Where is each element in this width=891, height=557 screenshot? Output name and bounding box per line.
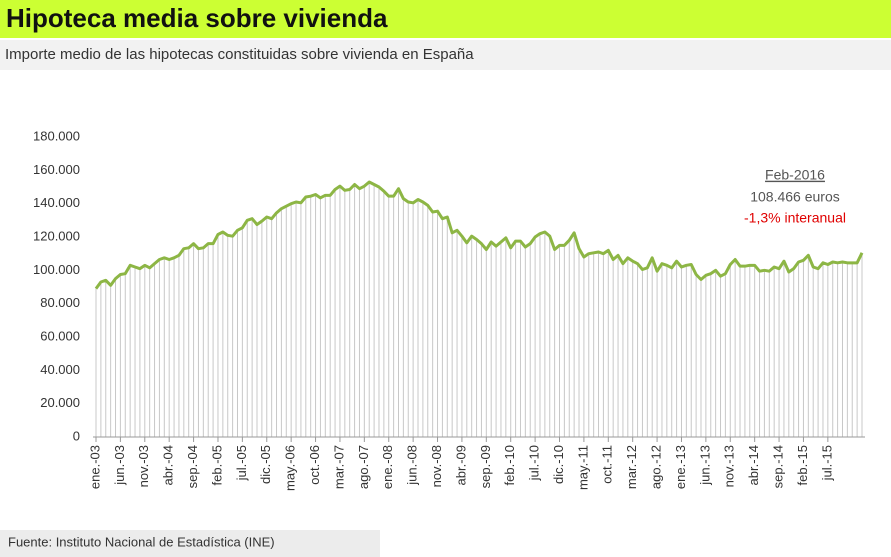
y-tick-label: 60.000 — [40, 328, 80, 343]
subtitle-band — [0, 40, 891, 70]
y-tick-label: 40.000 — [40, 362, 80, 377]
x-tick-label: nov.-08 — [429, 445, 444, 487]
x-tick-label: jun.-13 — [697, 445, 712, 486]
y-tick-label: 20.000 — [40, 395, 80, 410]
x-tick-label: nov.-13 — [722, 445, 737, 487]
y-tick-label: 140.000 — [33, 195, 80, 210]
x-tick-label: jul.-05 — [234, 445, 249, 481]
x-tick-label: jul.-10 — [527, 445, 542, 481]
y-tick-label: 180.000 — [33, 128, 80, 143]
source-band — [0, 530, 380, 557]
x-tick-label: abr.-14 — [746, 445, 761, 485]
x-tick-label: jun.-03 — [112, 445, 127, 486]
y-tick-label: 80.000 — [40, 295, 80, 310]
x-tick-label: sep.-14 — [770, 445, 785, 488]
x-tick-label: feb.-05 — [209, 445, 224, 485]
x-tick-label: mar.-07 — [331, 445, 346, 489]
x-tick-label: ene.-08 — [380, 445, 395, 489]
x-tick-label: may.-11 — [575, 445, 590, 490]
series-line — [94, 180, 864, 290]
annotation-change: -1,3% interanual — [744, 210, 846, 226]
chart-subtitle: Importe medio de las hipotecas constitui… — [5, 46, 474, 63]
x-tick-label: feb.-10 — [502, 445, 517, 485]
annotation-value: 108.466 euros — [750, 189, 840, 205]
x-tick-label: dic.-05 — [258, 445, 273, 484]
x-tick-label: abr.-09 — [453, 445, 468, 485]
y-tick-label: 120.000 — [33, 228, 80, 243]
x-tick-label: may.-06 — [283, 445, 298, 491]
x-tick-label: ago.-07 — [356, 445, 371, 489]
x-tick-label: abr.-04 — [161, 445, 176, 485]
x-tick-label: dic.-10 — [551, 445, 566, 484]
chart-title: Hipoteca media sobre vivienda — [6, 3, 388, 33]
x-tick-label: ago.-12 — [649, 445, 664, 489]
y-tick-label: 100.000 — [33, 262, 80, 277]
x-tick-label: jul.-15 — [819, 445, 834, 481]
y-tick-label: 0 — [73, 428, 80, 443]
x-tick-label: oct.-06 — [307, 445, 322, 485]
x-tick-label: jun.-08 — [405, 445, 420, 486]
x-tick-label: feb.-15 — [795, 445, 810, 485]
x-tick-label: nov.-03 — [136, 445, 151, 487]
title-band — [0, 0, 891, 38]
x-tick-label: mar.-12 — [624, 445, 639, 489]
x-tick-label: ene.-03 — [87, 445, 102, 489]
annotation-date: Feb-2016 — [765, 167, 825, 183]
x-tick-label: sep.-09 — [478, 445, 493, 488]
x-tick-label: sep.-04 — [185, 445, 200, 488]
x-tick-label: ene.-13 — [673, 445, 688, 489]
x-tick-label: oct.-11 — [600, 445, 615, 484]
source: Fuente: Instituto Nacional de Estadístic… — [8, 534, 275, 549]
y-tick-label: 160.000 — [33, 162, 80, 177]
